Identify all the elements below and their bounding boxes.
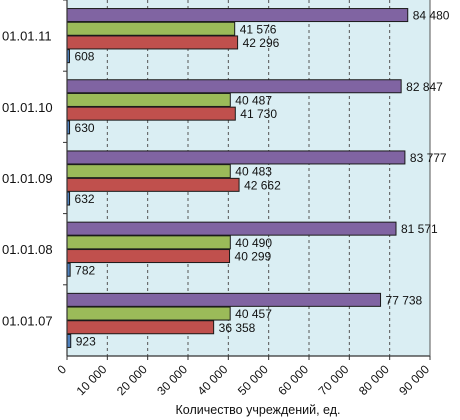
x-tick-label: 10 000 (74, 362, 110, 398)
data-label: 41 730 (240, 107, 277, 121)
bar (66, 221, 397, 236)
data-label: 40 457 (235, 307, 272, 321)
x-tick-label: 40 000 (195, 362, 231, 398)
x-tick-label: 0 (54, 362, 69, 377)
bar (66, 320, 215, 335)
category-label: 01.01.11 (2, 29, 52, 44)
bar (66, 79, 402, 94)
data-label: 630 (75, 121, 95, 135)
data-label: 81 571 (401, 222, 438, 236)
data-label: 83 777 (410, 151, 447, 165)
x-tick-label: 30 000 (154, 362, 190, 398)
axes (63, 0, 431, 360)
x-tick-label: 80 000 (356, 362, 392, 398)
bar (66, 164, 231, 179)
x-tick-label: 50 000 (235, 362, 271, 398)
bar (66, 249, 231, 264)
bar (66, 150, 406, 165)
bar (66, 92, 231, 107)
bar (66, 21, 236, 36)
data-label: 36 358 (219, 321, 256, 335)
bar (66, 235, 231, 250)
data-label: 40 487 (235, 93, 272, 107)
data-label: 41 576 (240, 22, 277, 36)
x-tick-label: 90 000 (396, 362, 432, 398)
bar (66, 35, 239, 50)
data-label: 782 (75, 263, 95, 277)
data-label: 632 (75, 192, 95, 206)
bar (66, 177, 240, 192)
bar (66, 306, 231, 321)
x-tick-label: 70 000 (316, 362, 352, 398)
data-label: 40 299 (235, 250, 272, 264)
data-label: 42 296 (243, 36, 280, 50)
data-label: 40 490 (235, 236, 272, 250)
data-label: 82 847 (406, 80, 443, 94)
category-label: 01.01.07 (2, 313, 53, 328)
bar (66, 8, 409, 23)
bar (66, 106, 236, 121)
x-tick-label: 60 000 (275, 362, 311, 398)
data-label: 42 662 (244, 178, 281, 192)
category-label: 01.01.09 (2, 171, 53, 186)
x-tick-label: 20 000 (114, 362, 150, 398)
category-label: 01.01.10 (2, 100, 53, 115)
data-label: 608 (74, 50, 94, 64)
data-label: 923 (76, 334, 96, 348)
bars (66, 8, 409, 348)
x-axis-title: Количество учреждений, ед. (176, 403, 341, 417)
data-label: 77 738 (386, 293, 423, 307)
bar (66, 292, 382, 307)
category-label: 01.01.08 (2, 242, 53, 257)
data-label: 84 480 (413, 9, 450, 23)
data-label: 40 483 (235, 165, 272, 179)
